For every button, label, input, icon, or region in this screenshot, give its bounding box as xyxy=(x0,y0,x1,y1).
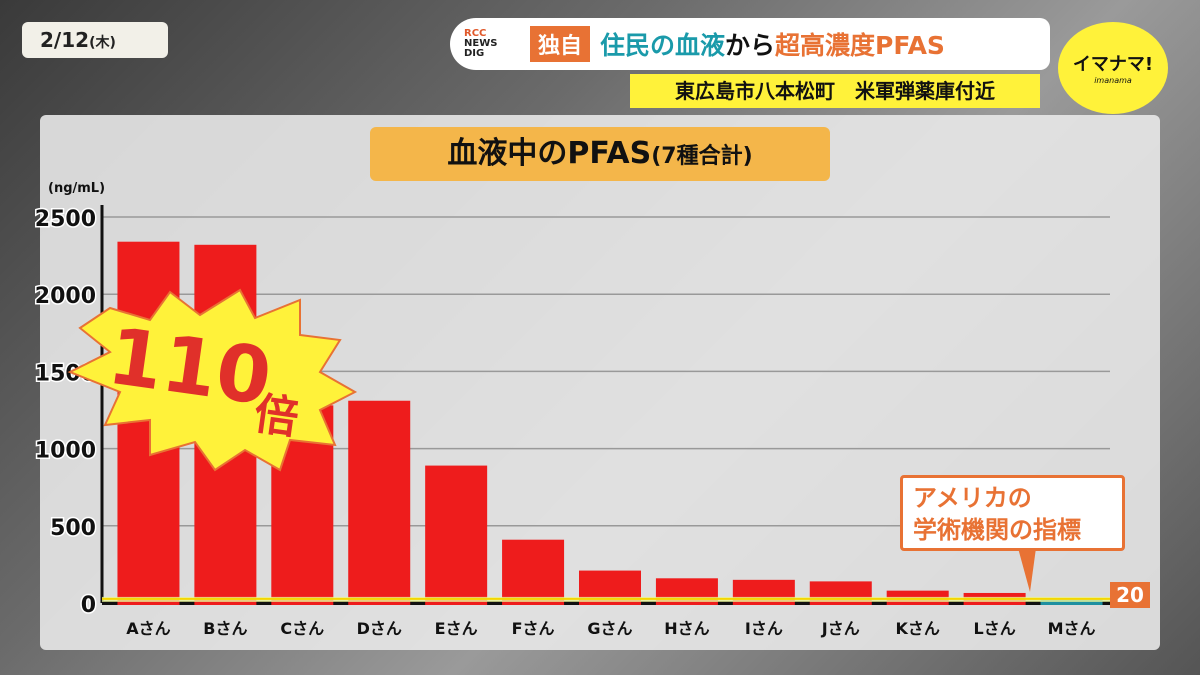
exclusive-tag: 独自 xyxy=(530,26,591,62)
x-tick-label: Lさん xyxy=(974,619,1016,638)
headline: 住民の血液から超高濃度PFAS xyxy=(600,31,945,60)
bar-Mさん xyxy=(1040,599,1103,605)
y-tick-label: 500 xyxy=(50,516,96,541)
date-text: 2/12 xyxy=(40,28,90,52)
y-unit-label: (ng/mL) xyxy=(48,181,105,196)
program-logo: イマナマ! imanama xyxy=(1058,22,1168,114)
y-tick-label: 1000 xyxy=(35,439,96,464)
news-banner: RCC NEWS DIG 独自 住民の血液から超高濃度PFAS xyxy=(450,18,1050,70)
bar-Bさん xyxy=(194,244,257,606)
x-tick-label: Dさん xyxy=(357,619,402,638)
bar-Eさん xyxy=(425,465,488,605)
date-badge: 2/12(木) xyxy=(22,22,168,58)
y-tick-label: 2500 xyxy=(35,207,96,232)
bar-Aさん xyxy=(117,241,180,606)
news-dig-logo: RCC NEWS DIG xyxy=(464,28,498,59)
x-tick-label: Eさん xyxy=(435,619,478,638)
x-tick-label: Gさん xyxy=(587,619,632,638)
x-tick-label: Aさん xyxy=(126,619,170,638)
chart-title: 血液中のPFAS(7種合計) xyxy=(370,127,830,181)
guideline-callout: アメリカの 学術機関の指標 xyxy=(900,475,1125,592)
x-tick-label: Jさん xyxy=(821,619,860,638)
x-tick-label: Fさん xyxy=(512,619,555,638)
x-tick-label: Kさん xyxy=(895,619,939,638)
bar-Cさん xyxy=(271,405,334,605)
y-tick-label: 2000 xyxy=(35,284,96,309)
threshold-label: 20 xyxy=(1110,582,1150,608)
y-tick-label: 0 xyxy=(81,593,96,618)
x-tick-label: Bさん xyxy=(203,619,247,638)
weekday: (木) xyxy=(89,35,116,51)
bar-Fさん xyxy=(502,539,565,605)
subheadline: 東広島市八本松町 米軍弾薬庫付近 xyxy=(630,74,1040,108)
x-tick-label: Cさん xyxy=(280,619,324,638)
x-tick-label: Iさん xyxy=(745,619,783,638)
x-tick-label: Mさん xyxy=(1048,619,1096,638)
bar-Dさん xyxy=(348,400,411,605)
x-tick-label: Hさん xyxy=(664,619,709,638)
y-tick-label: 1500 xyxy=(35,361,96,386)
